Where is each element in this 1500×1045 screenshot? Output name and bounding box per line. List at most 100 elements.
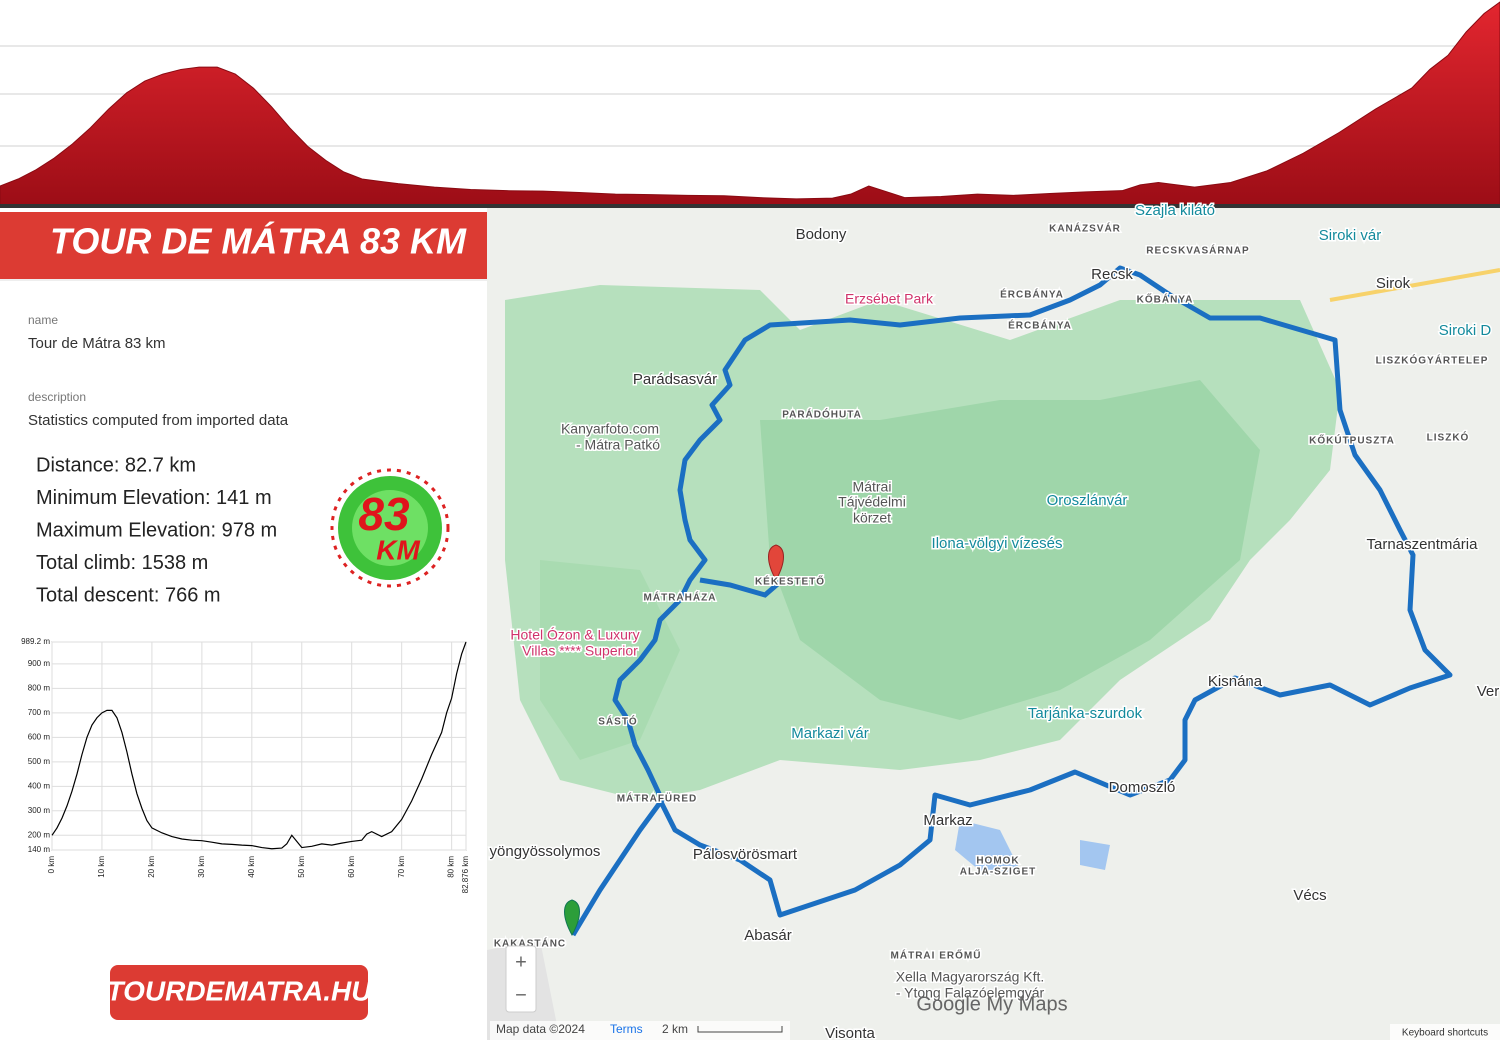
map-label: Parádsasvár — [633, 371, 717, 388]
map-label: KŐKÚTPUSZTA — [1309, 434, 1395, 447]
map-label: ÉRCBÁNYA — [1000, 288, 1064, 301]
y-tick-label: 400 m — [28, 781, 51, 790]
map-label: Visonta — [825, 1025, 875, 1040]
map-label: Szajla kilátó — [1135, 202, 1215, 219]
map-label: MÁTRAI ERŐMŰ — [891, 949, 982, 962]
website[interactable]: TOURDEMATRA.HU — [107, 975, 373, 1006]
x-tick-label: 10 km — [97, 856, 106, 878]
x-tick-label: 20 km — [147, 856, 156, 878]
brand: Google My Maps — [916, 993, 1067, 1015]
divider — [0, 204, 1500, 208]
map-label: Siroki D — [1439, 322, 1492, 339]
banner-profile — [0, 1, 1500, 207]
map-label: Xella Magyarország Kft. — [896, 969, 1045, 985]
map-label: Abasár — [744, 927, 792, 944]
map-label: ALJA-SZIGET — [960, 867, 1037, 878]
website-button[interactable] — [110, 965, 368, 1020]
map-label: Pálosvörösmart — [693, 846, 798, 863]
map-label: - Ytong Falazóelemgyár — [896, 985, 1045, 1001]
map-label: LISZKÓGYÁRTELEP — [1376, 354, 1489, 367]
shortcuts[interactable]: Keyboard shortcuts — [1402, 1028, 1488, 1039]
map-label: Tarnaszentmária — [1367, 536, 1479, 553]
x-tick-label: 80 km — [447, 856, 456, 878]
map-label: HOMOK — [976, 856, 1019, 867]
map-label: Markaz — [923, 812, 972, 829]
x-tick-label: 30 km — [197, 856, 206, 878]
attribution-bar — [490, 1021, 790, 1040]
field-label: name — [28, 313, 58, 327]
map-label: PARÁDÓHUTA — [782, 408, 862, 421]
stat: Total climb: 1538 m — [36, 552, 208, 574]
y-tick-label: 140 m — [28, 845, 51, 854]
map-label: Mátrai — [853, 479, 892, 495]
map-label: Siroki vár — [1319, 227, 1382, 244]
y-tick-label: 900 m — [28, 659, 51, 668]
map-label: Ilona-völgyi vízesés — [932, 535, 1063, 552]
zoom-out[interactable]: − — [515, 984, 527, 1006]
map-label: Vécs — [1293, 887, 1326, 904]
y-tick-label: 600 m — [28, 732, 51, 741]
stat: Distance: 82.7 km — [36, 454, 196, 476]
zoom-in[interactable]: + — [515, 951, 527, 973]
stat: Maximum Elevation: 978 m — [36, 519, 277, 541]
map-label: KŐBÁNYA — [1137, 293, 1194, 306]
map-label: Hotel Ózon & Luxury — [510, 627, 639, 643]
map-label: Villas **** Superior — [522, 643, 638, 659]
map-label: ÉRCBÁNYA — [1008, 319, 1072, 332]
map-label: Sirok — [1376, 275, 1411, 292]
info-panel — [0, 208, 487, 1040]
field-value: Tour de Mátra 83 km — [28, 335, 166, 352]
scale-bar — [697, 1026, 783, 1033]
shortcuts-bar — [1390, 1024, 1500, 1040]
map-label: Erzsébet Park — [845, 291, 934, 307]
map-label: KANÁZSVÁR — [1049, 222, 1121, 235]
map-label: Tájvédelmi — [838, 494, 906, 510]
map-label: Kisnána — [1208, 673, 1263, 690]
title: TOUR DE MÁTRA 83 KM — [50, 221, 467, 262]
map-label: MÁTRAHÁZA — [644, 591, 717, 604]
map-label: KÉKESTETŐ — [755, 575, 825, 588]
title-bar — [0, 212, 487, 279]
y-tick-label: 700 m — [28, 708, 51, 717]
y-tick-label: 300 m — [28, 806, 51, 815]
map-label: Oroszlánvár — [1047, 492, 1128, 509]
attribution: Map data ©2024 — [496, 1022, 585, 1036]
x-tick-label: 40 km — [247, 856, 256, 878]
x-tick-label: 60 km — [347, 856, 356, 878]
elevation-line — [51, 641, 467, 850]
map-label: Domoszló — [1109, 779, 1176, 796]
scale-label: 2 km — [662, 1022, 688, 1036]
stat: Total descent: 766 m — [36, 584, 221, 606]
map-label: Bodony — [796, 226, 847, 243]
map-label: Recsk — [1091, 266, 1133, 283]
y-tick-label: 200 m — [28, 830, 51, 839]
map-label: Tarjánka-szurdok — [1028, 705, 1143, 722]
x-tick-label: 0 km — [47, 856, 56, 874]
badge: 83 KM — [330, 468, 450, 588]
x-tick-label: 50 km — [297, 856, 306, 878]
y-tick-label: 800 m — [28, 683, 51, 692]
map-label: SÁSTÓ — [598, 715, 637, 728]
map-label: yöngyössolymos — [490, 843, 601, 860]
map-label: RECSKVASÁRNAP — [1146, 244, 1249, 257]
rule — [0, 279, 487, 281]
zoom-controls — [505, 945, 537, 1013]
x-tick-label: 82.876 km — [461, 856, 470, 894]
badge-unit: KM — [376, 534, 420, 565]
badge-number: 83 — [358, 488, 410, 540]
stat: Minimum Elevation: 141 m — [36, 487, 272, 509]
y-tick-label: 989.2 m — [21, 637, 50, 646]
x-tick-label: 70 km — [397, 856, 406, 878]
map-label: LISZKÓ — [1427, 431, 1470, 444]
field-label: description — [28, 390, 86, 404]
terms[interactable]: Terms — [610, 1022, 643, 1036]
field-value: Statistics computed from imported data — [28, 412, 289, 429]
plot-area — [51, 641, 467, 851]
map-label: körzet — [853, 510, 891, 526]
y-tick-label: 500 m — [28, 757, 51, 766]
map-label: Kanyarfoto.com — [561, 421, 659, 437]
map[interactable] — [487, 208, 1500, 1040]
map-label: Ver — [1477, 683, 1500, 700]
map-label: - Mátra Patkó — [576, 437, 660, 453]
